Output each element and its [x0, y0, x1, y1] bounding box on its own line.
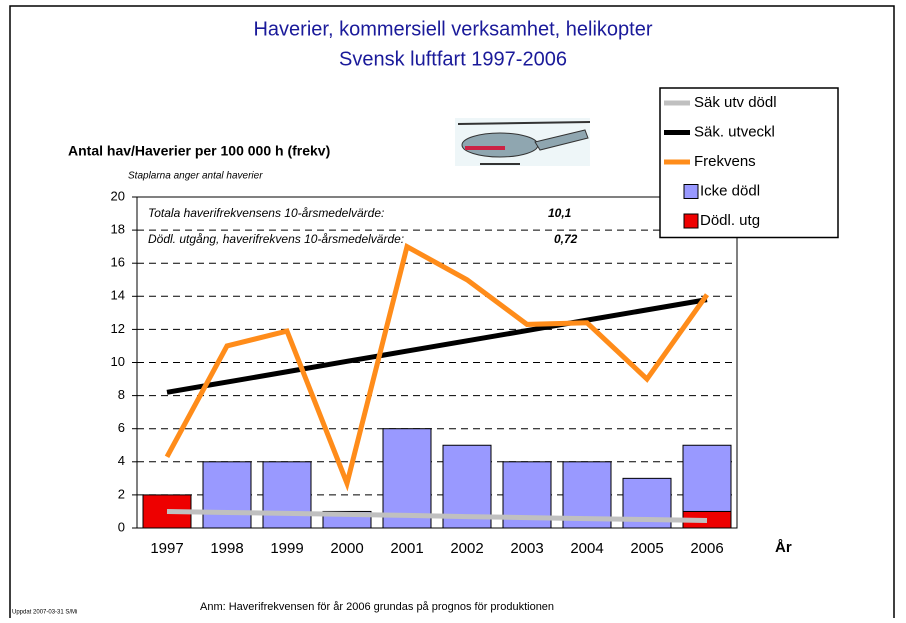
y-tick-label: 14 — [111, 288, 125, 303]
y-tick-label: 6 — [118, 420, 125, 435]
helicopter-icon — [455, 118, 590, 166]
bar — [263, 462, 311, 528]
x-tick-label: 1999 — [270, 540, 303, 557]
y-tick-label: 8 — [118, 387, 125, 402]
annotation: Totala haverifrekvensens 10-årsmedelvärd… — [148, 206, 384, 220]
chart: Haverier, kommersiell verksamhet, heliko… — [0, 0, 906, 618]
x-tick-label: 2005 — [630, 540, 663, 557]
x-axis-title: År — [775, 539, 792, 556]
y-tick-label: 0 — [118, 519, 125, 534]
y-tick-label: 10 — [111, 354, 125, 369]
x-tick-label: 2000 — [330, 540, 363, 557]
legend-label: Säk utv dödl — [694, 94, 777, 111]
y-tick-label: 20 — [111, 188, 125, 203]
chart-title: Haverier, kommersiell verksamhet, heliko… — [253, 18, 652, 40]
legend-swatch — [684, 185, 698, 199]
subtitle: Staplarna anger antal haverier — [128, 171, 263, 182]
annotation-value: 0,72 — [554, 232, 578, 246]
y-axis-title: Antal hav/Haverier per 100 000 h (frekv) — [68, 143, 330, 159]
chart-title: Svensk luftfart 1997-2006 — [339, 48, 567, 70]
y-tick-label: 4 — [118, 453, 125, 468]
line-series — [167, 247, 707, 484]
legend-label: Frekvens — [694, 153, 756, 170]
x-tick-label: 1998 — [210, 540, 243, 557]
x-tick-label: 2003 — [510, 540, 543, 557]
y-tick-label: 18 — [111, 222, 125, 237]
y-tick-label: 16 — [111, 255, 125, 270]
x-tick-label: 2006 — [690, 540, 723, 557]
x-tick-label: 2001 — [390, 540, 423, 557]
page: Haverier, kommersiell verksamhet, heliko… — [0, 0, 906, 623]
x-tick-label: 2002 — [450, 540, 483, 557]
legend-label: Icke dödl — [700, 182, 760, 199]
x-tick-label: 1997 — [150, 540, 183, 557]
bar — [683, 445, 731, 511]
bar — [203, 462, 251, 528]
annotation: Dödl. utgång, haverifrekvens 10-årsmedel… — [148, 232, 404, 246]
x-tick-label: 2004 — [570, 540, 603, 557]
line-series — [167, 300, 707, 393]
y-tick-label: 2 — [118, 486, 125, 501]
annotation-value: 10,1 — [548, 206, 572, 220]
footnote: Anm: Haverifrekvensen för år 2006 grunda… — [200, 601, 554, 613]
legend-label: Dödl. utg — [700, 212, 760, 229]
stamp: Uppdat 2007-03-31 S/Mi — [12, 610, 77, 616]
legend-swatch — [684, 214, 698, 228]
legend-label: Säk. utveckl — [694, 123, 775, 140]
y-tick-label: 12 — [111, 321, 125, 336]
